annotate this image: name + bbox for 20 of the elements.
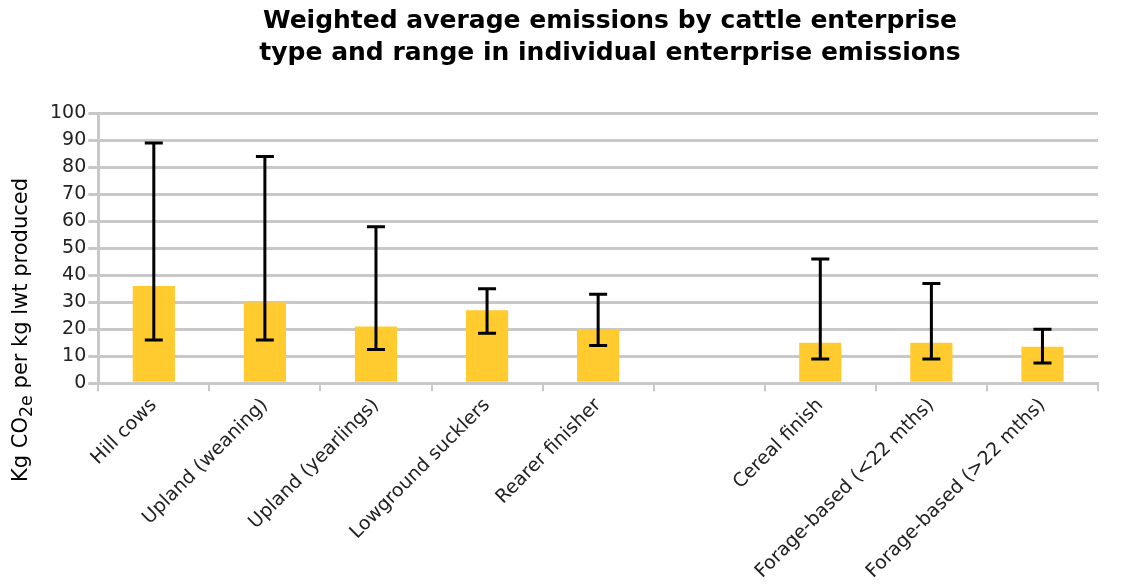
bar [577,329,620,382]
y-tick-label: 40 [62,262,87,285]
y-tick-label: 20 [62,316,87,339]
y-tick-label: 70 [62,181,87,204]
bar [243,302,286,382]
y-tick-label: 90 [62,127,87,150]
y-tick-label: 100 [50,100,87,123]
bar [132,286,175,382]
y-tick-label: 60 [62,208,87,231]
y-tick-label: 80 [62,154,87,177]
y-tick-label: 50 [62,235,87,258]
y-tick-label: 30 [62,289,87,312]
chart-title: Weighted average emissions by cattle enterprise type and range in individual enterprise emissions [258,4,962,68]
bar [1021,346,1064,382]
y-tick-label: 10 [62,343,87,366]
bar [799,342,842,382]
bar [465,310,509,382]
bar [354,326,398,382]
y-tick-label: 0 [74,370,87,393]
bar [910,342,953,382]
